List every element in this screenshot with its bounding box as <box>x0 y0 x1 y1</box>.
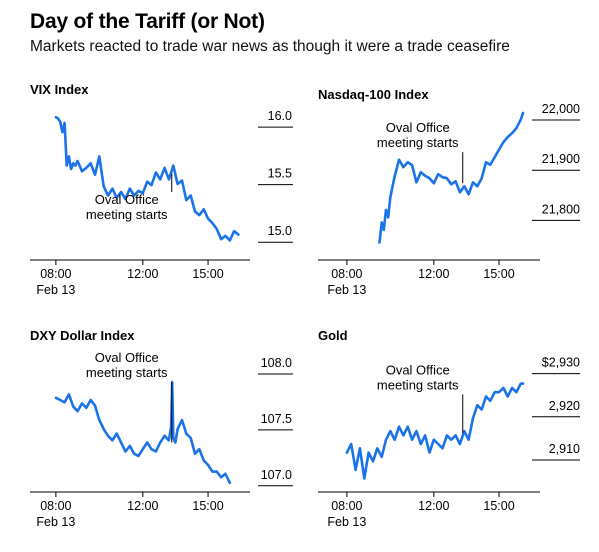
page-subtitle: Markets reacted to trade war news as tho… <box>30 38 510 55</box>
x-tick-label: 15:00 <box>192 499 223 513</box>
y-tick-label: 22,000 <box>542 102 580 116</box>
x-tick-label: 08:00 <box>331 499 362 513</box>
annotation-text: meeting starts <box>86 207 168 222</box>
chart-title: Gold <box>318 328 348 343</box>
x-tick-label: 12:00 <box>127 267 158 281</box>
y-tick-label: 16.0 <box>268 109 292 123</box>
page-title: Day of the Tariff (or Not) <box>30 10 265 33</box>
y-tick-label: 108.0 <box>261 356 292 370</box>
y-tick-label: 15.5 <box>268 167 292 181</box>
y-tick-label: 21,800 <box>542 202 580 216</box>
annotation-text: Oval Office <box>386 362 450 377</box>
x-date-label: Feb 13 <box>327 283 366 297</box>
x-tick-label: 12:00 <box>418 267 449 281</box>
x-date-label: Feb 13 <box>327 515 366 529</box>
chart-title: DXY Dollar Index <box>30 328 135 343</box>
y-tick-label: $2,930 <box>542 356 580 370</box>
y-tick-label: 107.0 <box>261 468 292 482</box>
y-tick-label: 15.0 <box>268 224 292 238</box>
x-tick-label: 08:00 <box>40 267 71 281</box>
y-tick-label: 2,910 <box>549 442 580 456</box>
series-line <box>378 111 525 244</box>
x-tick-label: 08:00 <box>40 499 71 513</box>
annotation-text: Oval Office <box>95 350 159 365</box>
y-tick-label: 107.5 <box>261 412 292 426</box>
x-tick-label: 12:00 <box>127 499 158 513</box>
y-tick-label: 21,900 <box>542 152 580 166</box>
annotation-text: meeting starts <box>377 377 459 392</box>
x-tick-label: 15:00 <box>483 499 514 513</box>
x-tick-label: 08:00 <box>331 267 362 281</box>
x-date-label: Feb 13 <box>36 283 75 297</box>
annotation-text: Oval Office <box>95 192 159 207</box>
x-date-label: Feb 13 <box>36 515 75 529</box>
chart-title: VIX Index <box>30 82 89 97</box>
series-line <box>54 115 240 242</box>
annotation-text: meeting starts <box>86 365 168 380</box>
x-tick-label: 15:00 <box>192 267 223 281</box>
series-line <box>54 380 232 485</box>
chart-title: Nasdaq-100 Index <box>318 87 429 102</box>
annotation-text: Oval Office <box>386 120 450 135</box>
y-tick-label: 2,920 <box>549 399 580 413</box>
x-tick-label: 12:00 <box>418 499 449 513</box>
series-line <box>345 382 525 480</box>
annotation-text: meeting starts <box>377 135 459 150</box>
x-tick-label: 15:00 <box>483 267 514 281</box>
